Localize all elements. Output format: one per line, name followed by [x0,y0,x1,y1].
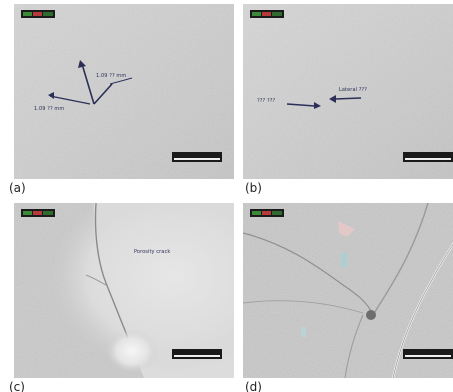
panel-label-a: (a) [9,181,26,195]
sem-texture-d [243,203,453,378]
panel-label-c: (c) [9,380,25,392]
panel-b-image: Lateral ??? ??? ??? [243,4,453,179]
sem-texture-a [14,4,234,179]
panel-label-d: (d) [245,380,262,392]
sem-texture-c [14,203,234,378]
sem-texture-b [243,4,453,179]
panel-d-image [243,203,453,378]
panel-label-b: (b) [245,181,262,195]
panel-a-image: 1.09 ?? mm 1.09 ?? mm [14,4,234,179]
panel-c-image: Porosity crack [14,203,234,378]
